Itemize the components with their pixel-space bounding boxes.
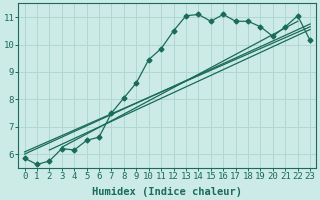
X-axis label: Humidex (Indice chaleur): Humidex (Indice chaleur)	[92, 186, 242, 197]
